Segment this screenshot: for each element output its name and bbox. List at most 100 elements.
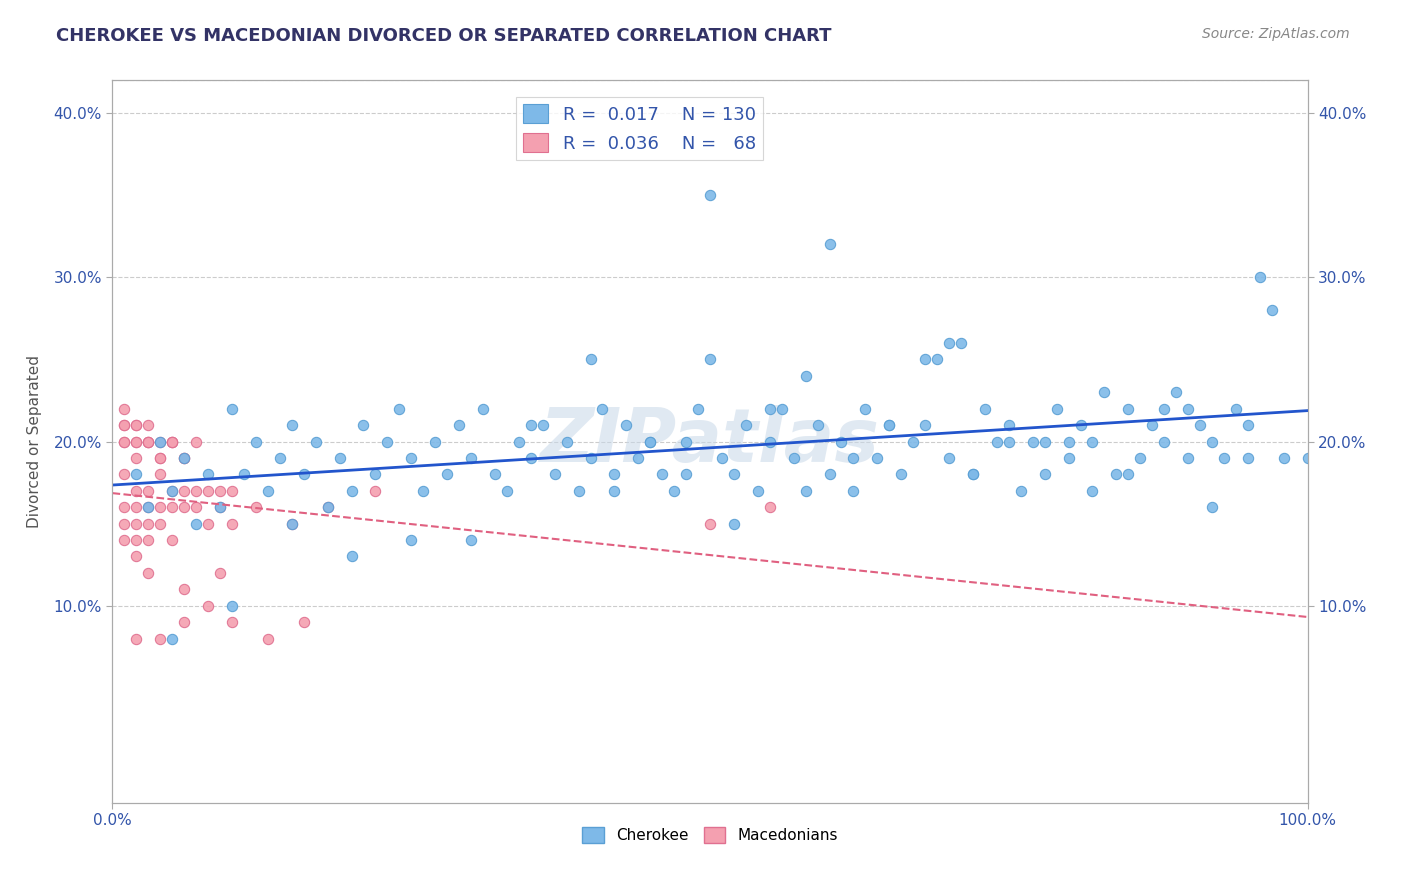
Point (114, 434, 135, 449)
Point (221, 516, 243, 531)
Point (531, 418, 554, 433)
Point (221, 401, 243, 416)
Point (114, 516, 135, 531)
Point (640, 434, 662, 449)
Point (914, 352, 936, 367)
Point (770, 401, 793, 416)
Point (186, 483, 208, 498)
Point (173, 582, 195, 597)
Point (377, 434, 399, 449)
Point (508, 434, 530, 449)
Point (162, 483, 183, 498)
Point (138, 500, 160, 515)
Point (329, 450, 352, 465)
Point (186, 500, 208, 515)
Point (138, 434, 160, 449)
Point (484, 467, 506, 482)
Point (866, 450, 889, 465)
Text: CHEROKEE VS MACEDONIAN DIVORCED OR SEPARATED CORRELATION CHART: CHEROKEE VS MACEDONIAN DIVORCED OR SEPAR… (56, 27, 832, 45)
Point (603, 483, 626, 498)
Point (1201, 434, 1223, 449)
Point (1237, 450, 1260, 465)
Point (114, 533, 135, 547)
Point (747, 483, 769, 498)
Point (401, 533, 423, 547)
Point (962, 467, 984, 482)
Point (1153, 434, 1175, 449)
Point (592, 401, 614, 416)
Point (162, 434, 183, 449)
Point (1118, 401, 1140, 416)
Point (209, 500, 232, 515)
Point (735, 418, 758, 433)
Point (209, 483, 232, 498)
Point (340, 483, 363, 498)
Point (520, 450, 543, 465)
Point (986, 434, 1008, 449)
Point (1142, 418, 1164, 433)
Point (114, 418, 135, 433)
Point (149, 500, 172, 515)
Point (879, 418, 901, 433)
Point (233, 467, 256, 482)
Point (699, 516, 721, 531)
Point (209, 500, 232, 515)
Point (616, 418, 638, 433)
Point (364, 467, 387, 482)
Point (1118, 467, 1140, 482)
Point (807, 418, 830, 433)
Point (688, 401, 710, 416)
Point (162, 533, 183, 547)
Point (149, 632, 172, 646)
Point (759, 434, 782, 449)
Point (340, 549, 363, 564)
Point (1010, 483, 1032, 498)
Point (173, 450, 195, 465)
Point (173, 450, 195, 465)
Point (149, 450, 172, 465)
Legend: Cherokee, Macedonians: Cherokee, Macedonians (576, 821, 844, 849)
Point (1153, 401, 1175, 416)
Point (316, 500, 339, 515)
Point (425, 434, 447, 449)
Point (1213, 450, 1236, 465)
Point (842, 483, 865, 498)
Point (520, 418, 543, 433)
Point (460, 533, 482, 547)
Point (245, 500, 267, 515)
Point (1261, 303, 1284, 318)
Point (842, 450, 865, 465)
Point (292, 467, 315, 482)
Point (125, 450, 148, 465)
Point (257, 632, 280, 646)
Point (1094, 385, 1116, 400)
Point (138, 483, 160, 498)
Point (962, 467, 984, 482)
Point (305, 434, 328, 449)
Point (197, 467, 219, 482)
Point (114, 401, 135, 416)
Point (149, 450, 172, 465)
Point (269, 450, 291, 465)
Point (449, 418, 471, 433)
Point (890, 467, 912, 482)
Point (353, 418, 375, 433)
Point (1166, 385, 1188, 400)
Point (1046, 401, 1069, 416)
Text: ZIPatlas: ZIPatlas (540, 405, 880, 478)
Point (292, 615, 315, 630)
Point (125, 483, 148, 498)
Point (221, 599, 243, 613)
Point (1057, 450, 1080, 465)
Point (938, 336, 960, 351)
Point (125, 434, 148, 449)
Point (1033, 434, 1056, 449)
Point (388, 401, 411, 416)
Point (197, 516, 219, 531)
Point (125, 434, 148, 449)
Point (114, 434, 135, 449)
Point (401, 450, 423, 465)
Point (664, 483, 686, 498)
Y-axis label: Divorced or Separated: Divorced or Separated (28, 355, 42, 528)
Point (759, 401, 782, 416)
